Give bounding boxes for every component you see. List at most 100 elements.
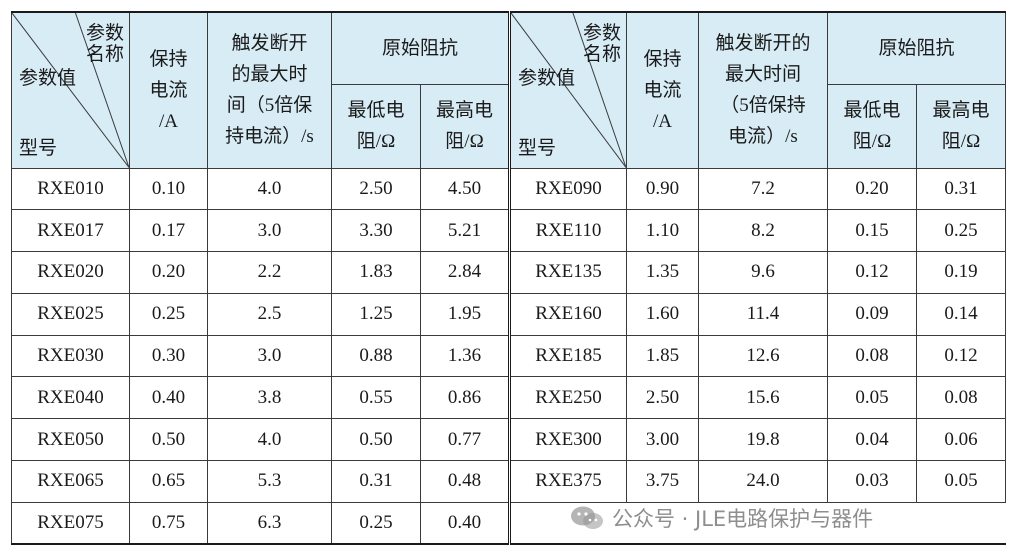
- model-cell: RXE075: [11, 501, 130, 545]
- trip-time-cell: 19.8: [698, 418, 828, 462]
- max-resistance-cell: 0.48: [420, 460, 510, 503]
- corner-diagonal-lines: [12, 13, 129, 167]
- max-resistance-cell: 1.36: [420, 334, 510, 378]
- min-resistance-cell: 1.83: [331, 251, 421, 294]
- max-resistance-cell: 0.05: [916, 460, 1006, 503]
- trip-time-cell: 3.0: [207, 334, 332, 378]
- min-resistance-cell: 0.50: [331, 418, 421, 462]
- max-resistance-cell: 2.84: [420, 251, 510, 294]
- hold-current-cell: 1.35: [626, 251, 699, 294]
- watermark: 公众号 · JLE电路保护与器件: [570, 504, 874, 532]
- corner-diagonal-lines: [512, 13, 626, 167]
- hold-current-cell: 0.30: [129, 334, 208, 378]
- hold-current-cell: 0.65: [129, 460, 208, 503]
- trip-time-cell: 6.3: [207, 501, 332, 545]
- max-resistance-cell: 1.95: [420, 292, 510, 336]
- table-row: RXE017 0.17 3.0 3.30 5.21 RXE110 1.10 8.…: [11, 209, 1006, 253]
- corner-param-label: 参数: [85, 23, 124, 44]
- max-resistance-cell: 0.31: [916, 167, 1006, 211]
- hold-current-cell: 0.50: [129, 418, 208, 462]
- model-cell: RXE050: [11, 418, 130, 462]
- hold-current-cell: 3.00: [626, 418, 699, 462]
- hold-current-cell: 1.85: [626, 334, 699, 378]
- header-impedance-left: 原始阻抗: [331, 11, 510, 85]
- corner-value-label: 参数值: [19, 68, 77, 89]
- trip-time-cell: 24.0: [698, 460, 828, 503]
- max-resistance-cell: 0.06: [916, 418, 1006, 462]
- header-trip-time-right: 触发断开的 最大时间 （5倍保持 电流）/s: [698, 11, 828, 169]
- hold-current-cell: 0.10: [129, 167, 208, 211]
- hold-current-cell: 0.90: [626, 167, 699, 211]
- model-cell: RXE017: [11, 209, 130, 253]
- hold-current-cell: 1.10: [626, 209, 699, 253]
- trip-time-cell: 9.6: [698, 251, 828, 294]
- min-resistance-cell: 0.15: [827, 209, 917, 253]
- corner-name-label: 名称: [85, 44, 124, 65]
- ptc-spec-table: 参数 名称 参数值 型号 保持 电流 /A 触发断开 的最大时 间（5倍保 持电…: [11, 11, 1006, 546]
- max-resistance-cell: 0.12: [916, 334, 1006, 378]
- header-max-resistance-left: 最高电 阻/Ω: [420, 83, 510, 169]
- max-resistance-cell: 0.19: [916, 251, 1006, 294]
- model-cell: RXE135: [508, 251, 627, 294]
- table-row: RXE010 0.10 4.0 2.50 4.50 RXE090 0.90 7.…: [11, 167, 1006, 211]
- min-resistance-cell: 0.25: [331, 501, 421, 545]
- min-resistance-cell: 0.20: [827, 167, 917, 211]
- trip-time-cell: 3.8: [207, 376, 332, 420]
- corner-model-label: 型号: [518, 138, 557, 159]
- model-cell: RXE375: [508, 460, 627, 503]
- table-row: RXE040 0.40 3.8 0.55 0.86 RXE250 2.50 15…: [11, 376, 1006, 420]
- min-resistance-cell: 0.55: [331, 376, 421, 420]
- min-resistance-cell: 0.88: [331, 334, 421, 378]
- model-cell: RXE250: [508, 376, 627, 420]
- hold-current-cell: 1.60: [626, 292, 699, 336]
- trip-time-cell: 2.5: [207, 292, 332, 336]
- table-row: RXE020 0.20 2.2 1.83 2.84 RXE135 1.35 9.…: [11, 251, 1006, 294]
- table-header: 参数 名称 参数值 型号 保持 电流 /A 触发断开 的最大时 间（5倍保 持电…: [11, 11, 1006, 169]
- corner-value-label: 参数值: [518, 68, 576, 89]
- model-cell: RXE010: [11, 167, 130, 211]
- model-cell: RXE065: [11, 460, 130, 503]
- max-resistance-cell: 4.50: [420, 167, 510, 211]
- corner-header-right: 参数 名称 参数值 型号: [508, 11, 627, 169]
- header-min-resistance-right: 最低电 阻/Ω: [827, 83, 917, 169]
- hold-current-cell: 3.75: [626, 460, 699, 503]
- wechat-logo-icon: [571, 506, 603, 529]
- table-row: RXE030 0.30 3.0 0.88 1.36 RXE185 1.85 12…: [11, 334, 1006, 378]
- trip-time-cell: 4.0: [207, 418, 332, 462]
- hold-current-cell: 0.40: [129, 376, 208, 420]
- header-hold-current-right: 保持 电流 /A: [626, 11, 699, 169]
- table-body: RXE010 0.10 4.0 2.50 4.50 RXE090 0.90 7.…: [11, 167, 1006, 545]
- corner-model-label: 型号: [19, 138, 58, 159]
- min-resistance-cell: 2.50: [331, 167, 421, 211]
- model-cell: RXE185: [508, 334, 627, 378]
- min-resistance-cell: 3.30: [331, 209, 421, 253]
- hold-current-cell: 0.25: [129, 292, 208, 336]
- header-max-resistance-right: 最高电 阻/Ω: [916, 83, 1006, 169]
- header-trip-time-left: 触发断开 的最大时 间（5倍保 持电流）/s: [207, 11, 332, 169]
- model-cell: RXE300: [508, 418, 627, 462]
- max-resistance-cell: 0.86: [420, 376, 510, 420]
- trip-time-cell: 12.6: [698, 334, 828, 378]
- model-cell: RXE030: [11, 334, 130, 378]
- hold-current-cell: 0.17: [129, 209, 208, 253]
- max-resistance-cell: 0.14: [916, 292, 1006, 336]
- model-cell: RXE025: [11, 292, 130, 336]
- max-resistance-cell: 0.08: [916, 376, 1006, 420]
- min-resistance-cell: 0.31: [331, 460, 421, 503]
- table-row: RXE065 0.65 5.3 0.31 0.48 RXE375 3.75 24…: [11, 460, 1006, 503]
- trip-time-cell: 2.2: [207, 251, 332, 294]
- trip-time-cell: 8.2: [698, 209, 828, 253]
- min-resistance-cell: 0.03: [827, 460, 917, 503]
- max-resistance-cell: 0.77: [420, 418, 510, 462]
- hold-current-cell: 2.50: [626, 376, 699, 420]
- trip-time-cell: 3.0: [207, 209, 332, 253]
- watermark-text: 公众号 · JLE电路保护与器件: [612, 507, 874, 531]
- min-resistance-cell: 0.08: [827, 334, 917, 378]
- header-hold-current-left: 保持 电流 /A: [129, 11, 208, 169]
- max-resistance-cell: 5.21: [420, 209, 510, 253]
- min-resistance-cell: 0.05: [827, 376, 917, 420]
- max-resistance-cell: 0.40: [420, 501, 510, 545]
- table-row: RXE025 0.25 2.5 1.25 1.95 RXE160 1.60 11…: [11, 292, 1006, 336]
- model-cell: RXE020: [11, 251, 130, 294]
